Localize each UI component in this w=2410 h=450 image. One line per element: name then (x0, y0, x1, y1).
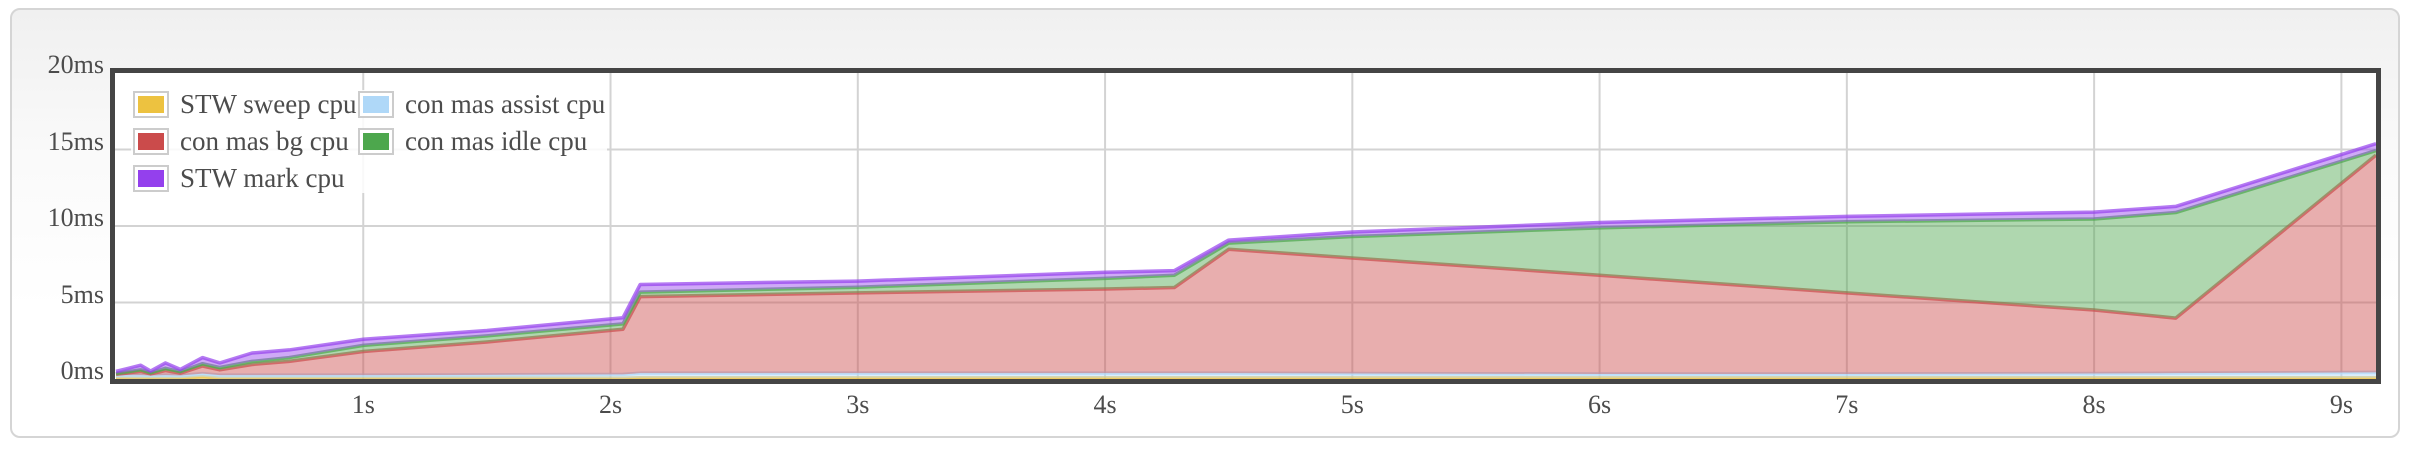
plot-area: STW sweep cpu con mas assist cpu con mas b… (110, 68, 2381, 384)
x-tick-label: 3s (846, 390, 870, 419)
chart-legend: STW sweep cpu con mas assist cpu con mas b… (131, 89, 608, 193)
legend-item: STW sweep cpu (133, 91, 356, 118)
legend-item: con mas assist cpu (358, 89, 606, 119)
x-tick-label: 4s (1093, 390, 1117, 419)
y-tick-label: 10ms (47, 203, 104, 232)
legend-label: STW sweep cpu (180, 89, 357, 119)
x-tick-label: 5s (1340, 390, 1364, 419)
chart-canvas (115, 73, 2376, 379)
legend-item: STW mark cpu (133, 163, 345, 193)
legend-label: STW mark cpu (180, 163, 345, 193)
line-con-mas-idle-cpu (115, 148, 2376, 376)
x-tick-label: 8s (2082, 390, 2106, 419)
legend-color-box-icon (358, 128, 394, 155)
y-tick-label: 20ms (47, 50, 104, 79)
legend-color-box-icon (358, 91, 394, 118)
x-tick-label: 2s (598, 390, 623, 419)
legend-color-box-icon (133, 128, 169, 155)
legend-color-fill (363, 96, 389, 113)
legend-color-box-icon (133, 165, 169, 192)
legend-color-fill (138, 133, 164, 150)
legend-color-fill (138, 170, 164, 187)
y-tick-label: 0ms (60, 356, 104, 385)
x-tick-label: 9s (2329, 390, 2353, 419)
legend-color-fill (363, 133, 389, 150)
legend-label: con mas bg cpu (180, 126, 349, 156)
line-con-mas-assist-cpu (116, 370, 2376, 378)
y-tick-label: 5ms (60, 279, 104, 309)
legend-color-box-icon (133, 91, 169, 118)
legend-item: con mas idle cpu (358, 126, 605, 156)
chart-panel: 0ms 5ms 10ms 15ms 20ms 1s 2s 3s 4s 5s 6s 7s 8s 9s ST… (10, 8, 2400, 438)
area-con-mas-bg-cpu (116, 155, 2376, 376)
line-STW-mark-cpu (115, 142, 2376, 374)
x-tick-label: 6s (1588, 390, 1612, 419)
legend-label: con mas idle cpu (405, 126, 588, 156)
x-tick-label: 1s (351, 390, 375, 419)
area-con-mas-idle-cpu (116, 150, 2376, 375)
legend-item: con mas bg cpu (133, 128, 349, 155)
y-tick-label: 15ms (47, 126, 104, 156)
legend-color-fill (138, 96, 164, 113)
legend-label: con mas assist cpu (405, 89, 606, 119)
x-tick-label: 7s (1835, 390, 1859, 419)
line-STW-sweep-cpu (116, 374, 2376, 379)
